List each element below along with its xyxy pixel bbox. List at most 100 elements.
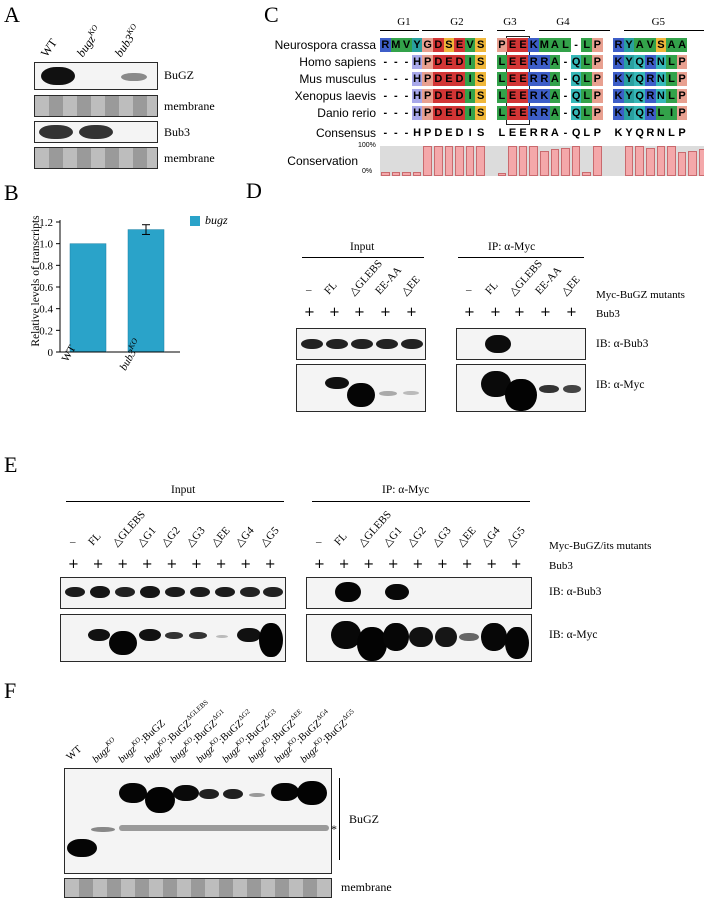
residue: E [507,55,518,69]
residue: P [422,72,433,86]
residue: S [475,89,486,103]
residue: E [507,89,518,103]
lane-name: bub3 [111,31,137,60]
consensus-residue: P [593,127,601,139]
blot-e-ip-bub3 [306,577,532,609]
y-axis-label: Relative levels of transcripts [30,215,42,347]
residue: E [443,72,455,86]
band [331,621,361,649]
residue: Q [570,106,582,120]
consensus-residue: E [445,127,453,139]
conservation-bar [699,149,704,176]
conservation-bar [677,152,687,176]
residue: S [443,38,455,52]
residue: Y [623,38,635,52]
lane-name: bugz [73,32,99,60]
residue: K [613,106,624,120]
nonspecific-star: * [331,822,337,836]
residue: Q [634,89,645,103]
plus-sign: + [566,305,577,320]
residue: P [422,89,433,103]
residue: R [528,106,539,120]
lane-name: △EE [559,273,583,298]
species-name: Xenopus laevis [294,89,376,103]
residue: - [383,73,388,85]
motif-group-label: G3 [503,16,517,28]
band [383,623,409,651]
residue: L [666,89,677,103]
residue: L [581,72,592,86]
consensus-label: Consensus [315,126,376,140]
residue: - [383,56,388,68]
panel-label-e: E [4,452,18,477]
residue: E [517,106,529,120]
residue: E [517,89,529,103]
row-label-membrane: membrane [164,151,215,165]
blot-label-bugz: BuGZ [349,812,379,826]
residue: - [404,73,409,85]
plus-sign: + [461,557,473,572]
residue: E [443,106,455,120]
consensus-residue: D [434,127,443,139]
lane-name: – [466,284,472,296]
conservation-bar [455,146,464,176]
band [459,633,479,641]
residue: D [454,72,465,86]
consensus-residue: L [668,127,675,139]
residue: N [655,55,667,69]
band [325,377,349,389]
residue: S [475,38,486,52]
residue: L [655,106,667,120]
residue: A [676,38,688,52]
residue: - [383,90,388,102]
divider [458,257,584,258]
band [563,385,581,393]
bar [69,243,107,353]
lane-name: △G2 [159,524,184,549]
residue: A [549,89,561,103]
residue: K [528,38,539,52]
residue: Q [570,89,582,103]
blot-d-input-myc [296,364,426,412]
band [165,587,185,597]
residue: A [549,106,561,120]
residue: Y [623,106,635,120]
panel-label-d: D [246,178,262,203]
residue: L [496,72,508,86]
residue: R [528,89,539,103]
band [481,623,507,651]
lane-label: WT [37,36,61,60]
lane-label: △G2 [159,524,183,549]
plus-sign: + [437,557,448,572]
panel-label-a: A [4,2,20,27]
residue: R [539,55,550,69]
lane-label: △G5 [257,524,282,549]
plus-sign: + [387,557,399,572]
lane-name: – [316,536,322,548]
plus-sign: + [264,557,276,572]
conservation-bar [624,146,634,176]
residue: Q [570,55,582,69]
band [119,783,147,803]
consensus-residue: N [656,127,665,139]
lane-label: bugzKO [73,23,105,60]
conservation-bar [582,171,591,176]
residue: V [464,38,476,52]
input-title: Input [350,241,375,253]
blot-f-membrane [64,878,332,898]
band [173,785,199,801]
band [216,635,228,638]
lane-name: WT [64,743,85,763]
conservation-bar [550,149,560,176]
blot-a-membrane-1 [34,95,158,117]
lane-name: △G3 [184,524,208,549]
ip-title: IP: α-Myc [488,241,536,253]
motif-group-line [496,30,526,31]
lane-label: FL [322,279,340,297]
residue: Q [634,55,645,69]
lane-label: △G3 [183,524,208,549]
lane-label: △G4 [479,524,503,549]
residue: P [496,38,508,52]
blot-label-myc: IB: α-Myc [549,629,598,641]
residue: I [666,106,677,120]
